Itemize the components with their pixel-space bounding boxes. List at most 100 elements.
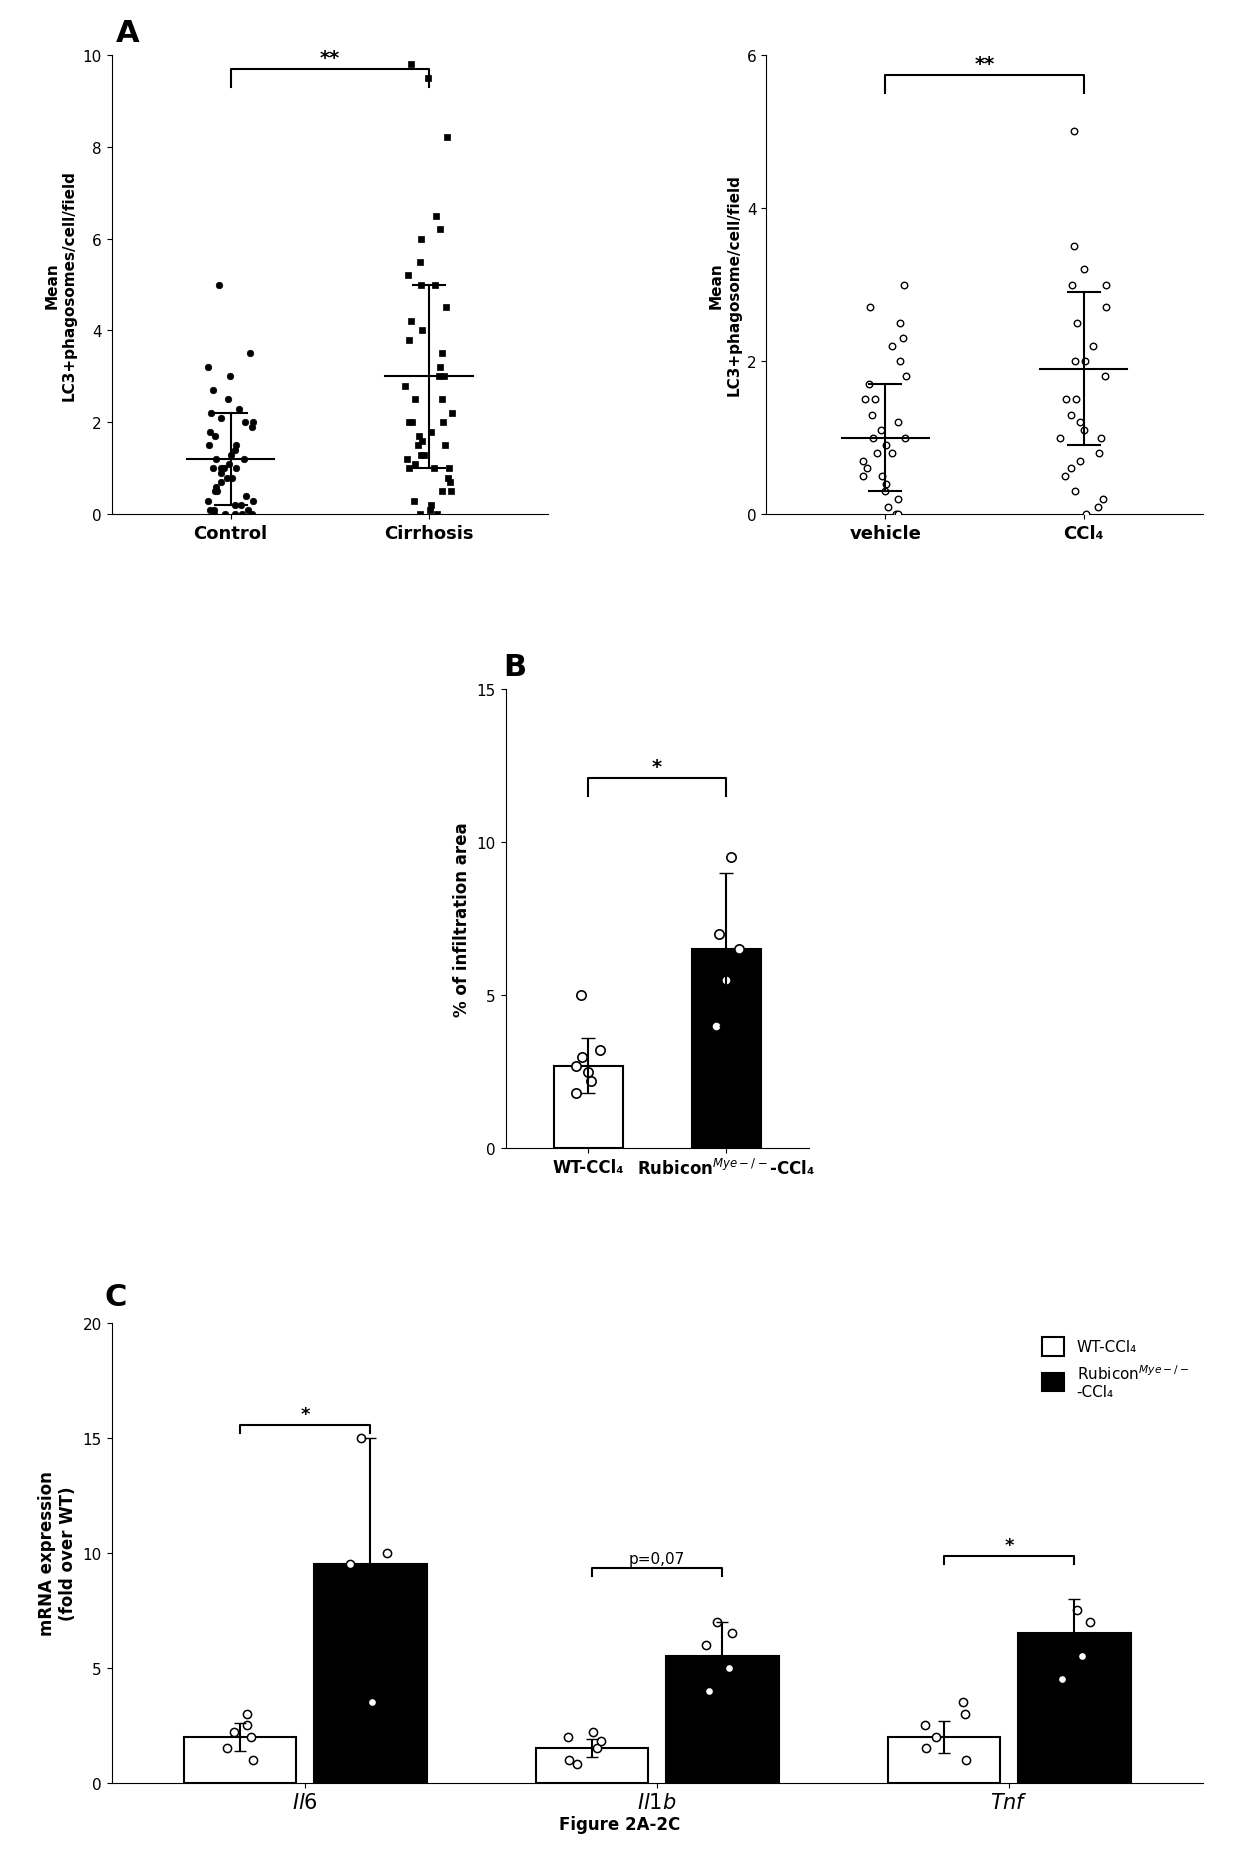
- Point: [221, 362, 241, 392]
- Point: [210, 271, 229, 301]
- Point: [238, 496, 258, 526]
- Point: [565, 1051, 585, 1081]
- Point: [236, 409, 255, 438]
- Point: [211, 468, 231, 498]
- Point: [237, 1710, 257, 1740]
- Point: [226, 500, 246, 529]
- Point: [1070, 446, 1090, 475]
- Point: [226, 436, 246, 466]
- Bar: [1018, 1634, 1131, 1783]
- Point: [926, 1721, 946, 1751]
- Point: [402, 409, 422, 438]
- Legend: WT-CCl₄, Rubicon$^{Mye-/-}$
-CCl₄: WT-CCl₄, Rubicon$^{Mye-/-}$ -CCl₄: [1035, 1331, 1195, 1406]
- Point: [699, 1677, 719, 1707]
- Point: [1089, 438, 1109, 468]
- Point: [226, 431, 246, 461]
- Point: [198, 487, 218, 516]
- Bar: [314, 1565, 427, 1783]
- Point: [583, 1718, 603, 1747]
- Text: p=0,07: p=0,07: [629, 1551, 686, 1565]
- Point: [1080, 1606, 1100, 1636]
- Point: [217, 1733, 237, 1762]
- Point: [410, 247, 430, 277]
- Point: [206, 474, 226, 503]
- Point: [410, 225, 430, 254]
- Point: [412, 271, 432, 301]
- Point: [1091, 423, 1111, 453]
- Point: [1075, 347, 1095, 377]
- Point: [399, 325, 419, 355]
- Point: [218, 449, 238, 479]
- Point: [1068, 1595, 1087, 1625]
- Point: [427, 500, 446, 529]
- Point: [915, 1710, 935, 1740]
- Point: [211, 403, 231, 433]
- Point: [439, 455, 459, 485]
- Point: [861, 293, 880, 323]
- Point: [878, 492, 898, 522]
- Point: [882, 438, 901, 468]
- Point: [1050, 423, 1070, 453]
- Point: [1061, 455, 1081, 485]
- Point: [425, 202, 445, 232]
- Point: [1096, 271, 1116, 301]
- Point: [952, 1688, 972, 1718]
- Point: [425, 271, 445, 301]
- Point: [362, 1688, 382, 1718]
- Point: [867, 438, 887, 468]
- Point: [916, 1733, 936, 1762]
- Point: [709, 919, 729, 949]
- Point: [207, 477, 227, 507]
- Point: [434, 409, 454, 438]
- Point: [377, 1538, 397, 1567]
- Point: [707, 1606, 727, 1636]
- Point: [895, 423, 915, 453]
- Point: [866, 386, 885, 416]
- Point: [1089, 492, 1109, 522]
- Point: [410, 440, 430, 470]
- Point: [558, 1721, 578, 1751]
- Text: A: A: [115, 19, 139, 48]
- Text: *: *: [652, 758, 662, 776]
- Point: [1061, 271, 1081, 301]
- Point: [226, 490, 246, 520]
- Point: [401, 50, 420, 80]
- Point: [697, 1630, 717, 1660]
- Point: [242, 412, 262, 442]
- Point: [200, 496, 219, 526]
- Point: [443, 399, 463, 429]
- Point: [223, 1718, 243, 1747]
- Point: [894, 271, 914, 301]
- Point: [438, 124, 458, 154]
- Point: [237, 481, 257, 511]
- Point: [897, 362, 916, 392]
- Point: [399, 409, 419, 438]
- Point: [1074, 416, 1094, 446]
- Point: [715, 966, 735, 995]
- Point: [422, 418, 441, 448]
- Y-axis label: % of infiltration area: % of infiltration area: [453, 823, 471, 1016]
- Point: [856, 386, 875, 416]
- Point: [877, 470, 897, 500]
- Point: [720, 843, 740, 873]
- Point: [222, 440, 242, 470]
- Point: [440, 468, 460, 498]
- Point: [1074, 254, 1094, 284]
- Point: [1068, 308, 1087, 338]
- Point: [573, 1042, 593, 1071]
- Point: [242, 1721, 262, 1751]
- Point: [430, 215, 450, 245]
- Point: [243, 1746, 263, 1775]
- Point: [202, 377, 222, 407]
- Point: [859, 370, 879, 399]
- Point: [1064, 117, 1084, 147]
- Point: [420, 496, 440, 526]
- Point: [1095, 362, 1115, 392]
- Point: [955, 1699, 975, 1729]
- Point: [200, 431, 219, 461]
- Text: **: **: [975, 56, 994, 74]
- Point: [591, 1727, 611, 1757]
- Point: [893, 325, 913, 355]
- Point: [211, 459, 231, 488]
- Bar: [692, 949, 760, 1149]
